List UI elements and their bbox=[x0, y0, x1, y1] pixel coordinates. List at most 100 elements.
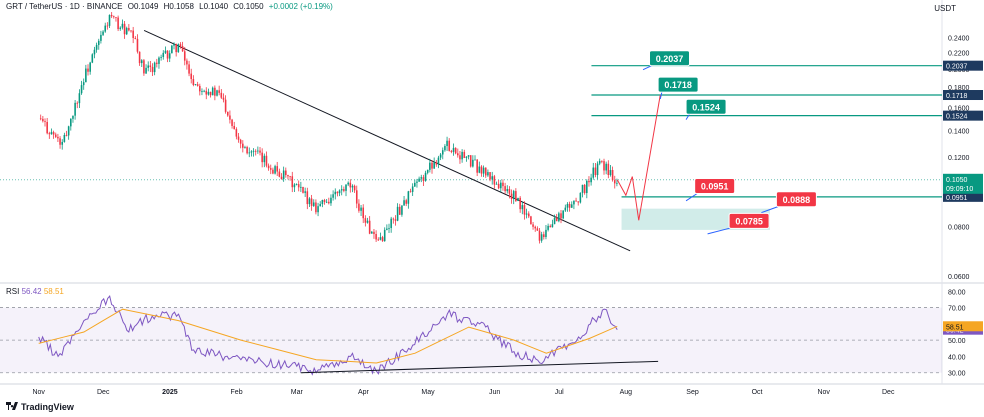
candle-body bbox=[517, 197, 519, 202]
currency-unit[interactable]: USDT bbox=[934, 4, 956, 13]
candle-body bbox=[334, 191, 337, 195]
candle-body bbox=[248, 152, 251, 154]
candle-body bbox=[78, 93, 81, 104]
low-value: L0.1040 bbox=[199, 2, 229, 11]
candle-body bbox=[201, 91, 203, 92]
candle-body bbox=[431, 162, 433, 169]
candle-body bbox=[276, 166, 279, 172]
candle-body bbox=[261, 152, 263, 163]
candle-body bbox=[312, 202, 315, 206]
callout-label: 0.0888 bbox=[783, 195, 811, 205]
candle-body bbox=[104, 25, 107, 32]
time-tick-label: Aug bbox=[620, 389, 633, 396]
candle-body bbox=[145, 67, 147, 74]
candle-body bbox=[566, 203, 569, 208]
candle-body bbox=[564, 207, 567, 211]
candle-body bbox=[558, 213, 560, 222]
candle-body bbox=[218, 90, 220, 93]
time-tick-label: Sep bbox=[686, 389, 699, 396]
candle-body bbox=[607, 163, 610, 175]
last-price-tag bbox=[943, 173, 983, 194]
candle-body bbox=[435, 162, 438, 165]
candle-body bbox=[80, 85, 83, 94]
candle-body bbox=[398, 206, 401, 215]
callout-box bbox=[685, 98, 727, 115]
candle-body bbox=[538, 230, 541, 241]
candle-body bbox=[611, 170, 614, 181]
rsi-label[interactable]: RSI bbox=[6, 287, 20, 296]
candle-body bbox=[577, 201, 580, 203]
candle-body bbox=[143, 60, 145, 74]
candle-body bbox=[239, 139, 242, 144]
candle-body bbox=[601, 160, 603, 162]
rsi-tick-label: 40.00 bbox=[948, 354, 966, 361]
tradingview-logo[interactable]: TradingView bbox=[6, 402, 74, 412]
candle-body bbox=[121, 23, 124, 28]
candle-body bbox=[171, 45, 173, 54]
candle-body bbox=[407, 191, 410, 204]
price-tick-label: 0.1200 bbox=[948, 155, 970, 162]
candle-body bbox=[91, 54, 94, 63]
candle-body bbox=[177, 44, 180, 53]
price-tick-label: 0.1600 bbox=[948, 105, 970, 112]
candle-body bbox=[379, 237, 382, 240]
time-tick-label: May bbox=[421, 389, 435, 396]
candle-body bbox=[510, 193, 513, 199]
candle-body bbox=[132, 30, 134, 39]
candle-body bbox=[328, 201, 330, 204]
time-tick-label: 2025 bbox=[162, 389, 178, 396]
candle-body bbox=[371, 231, 373, 234]
candle-body bbox=[523, 205, 526, 215]
candle-body bbox=[325, 201, 328, 203]
candle-body bbox=[405, 200, 408, 204]
level-axis-tag bbox=[943, 110, 983, 121]
candle-body bbox=[388, 228, 390, 229]
candle-body bbox=[115, 17, 117, 18]
candle-body bbox=[454, 147, 457, 154]
candle-body bbox=[349, 182, 352, 188]
candle-body bbox=[265, 155, 268, 166]
callout-label: 0.1718 bbox=[664, 80, 692, 90]
candle-body bbox=[549, 225, 552, 228]
candle-body bbox=[269, 168, 272, 170]
candle-body bbox=[242, 143, 244, 148]
rsi-ma-line bbox=[38, 308, 618, 364]
candle-body bbox=[319, 204, 322, 207]
candle-body bbox=[285, 170, 287, 176]
candle-body bbox=[553, 217, 556, 225]
candle-body bbox=[85, 68, 87, 83]
candle-body bbox=[113, 16, 115, 18]
candle-body bbox=[108, 14, 111, 26]
candle-body bbox=[480, 166, 483, 174]
candle-body bbox=[444, 146, 446, 151]
candle-body bbox=[420, 177, 423, 179]
high-value: H0.1058 bbox=[163, 2, 194, 11]
candle-body bbox=[450, 150, 453, 152]
candle-body bbox=[396, 206, 399, 221]
candle-body bbox=[347, 182, 349, 185]
candle-body bbox=[102, 31, 104, 35]
candle-body bbox=[543, 234, 545, 238]
candle-body bbox=[545, 229, 547, 238]
candle-body bbox=[156, 62, 158, 64]
candle-body bbox=[362, 207, 365, 219]
candle-body bbox=[168, 53, 171, 59]
candle-body bbox=[50, 132, 53, 135]
candle-body bbox=[130, 30, 132, 32]
candle-body bbox=[562, 210, 564, 219]
tradingview-label: TradingView bbox=[21, 402, 74, 412]
candle-body bbox=[555, 217, 558, 222]
candle-body bbox=[579, 192, 582, 203]
candle-body bbox=[297, 184, 300, 188]
candle-body bbox=[476, 159, 478, 173]
level-axis-label: 0.2037 bbox=[946, 64, 968, 71]
candle-body bbox=[257, 150, 259, 152]
candle-body bbox=[493, 176, 496, 185]
symbol-label[interactable]: GRT / TetherUS · 1D · BINANCE bbox=[6, 2, 123, 11]
candle-body bbox=[573, 200, 575, 205]
last-price-label: 0.1050 bbox=[946, 177, 968, 184]
candle-body bbox=[360, 207, 362, 211]
price-tick-label: 0.1800 bbox=[948, 85, 970, 92]
rsi-tick-label: 30.00 bbox=[948, 371, 966, 378]
